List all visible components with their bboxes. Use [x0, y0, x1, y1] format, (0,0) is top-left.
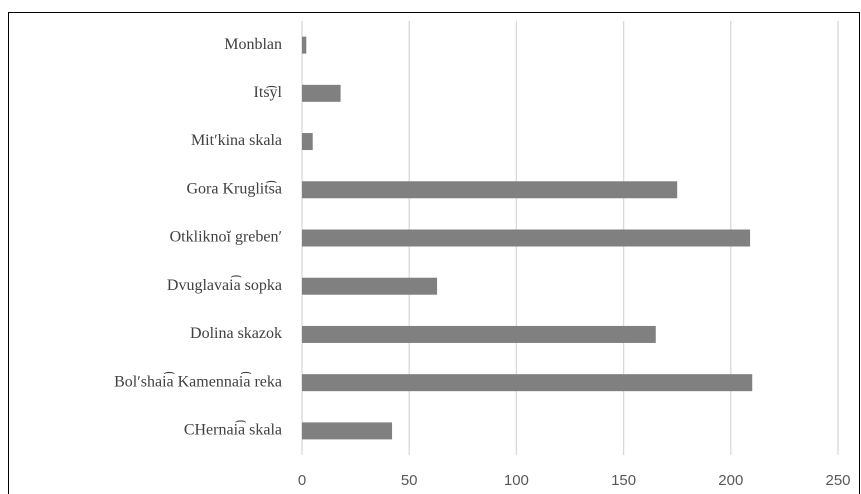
x-tick-label: 200	[718, 472, 743, 489]
y-tick-label: Mitʹkina skala	[191, 132, 282, 149]
bar	[302, 374, 753, 392]
y-tick-label: Otkliknoĭ grebenʹ	[170, 229, 282, 246]
bar	[302, 84, 341, 102]
y-tick-label: Dvuglavai͡a sopka	[167, 275, 282, 294]
x-tick-label: 50	[401, 472, 418, 489]
x-tick-label: 250	[825, 472, 850, 489]
bar	[302, 181, 678, 199]
bar	[302, 422, 393, 440]
x-tick-label: 150	[611, 472, 636, 489]
chart-frame	[8, 12, 860, 494]
bar	[302, 229, 751, 247]
bar	[302, 325, 656, 343]
y-tick-label: Monblan	[224, 36, 282, 53]
y-tick-label: Dolina skazok	[190, 325, 282, 342]
x-tick-label: 0	[298, 472, 306, 489]
x-tick-label: 100	[504, 472, 529, 489]
y-tick-label: CHernai͡a skala	[184, 419, 282, 438]
bar	[302, 277, 438, 295]
y-tick-label: Its͡yl	[254, 84, 283, 101]
bar	[302, 133, 313, 151]
y-tick-label: Bolʹshai͡a Kamennai͡a reka	[114, 371, 282, 390]
bar	[302, 36, 307, 54]
y-tick-label: Gora Kruglit͡sa	[186, 180, 282, 198]
